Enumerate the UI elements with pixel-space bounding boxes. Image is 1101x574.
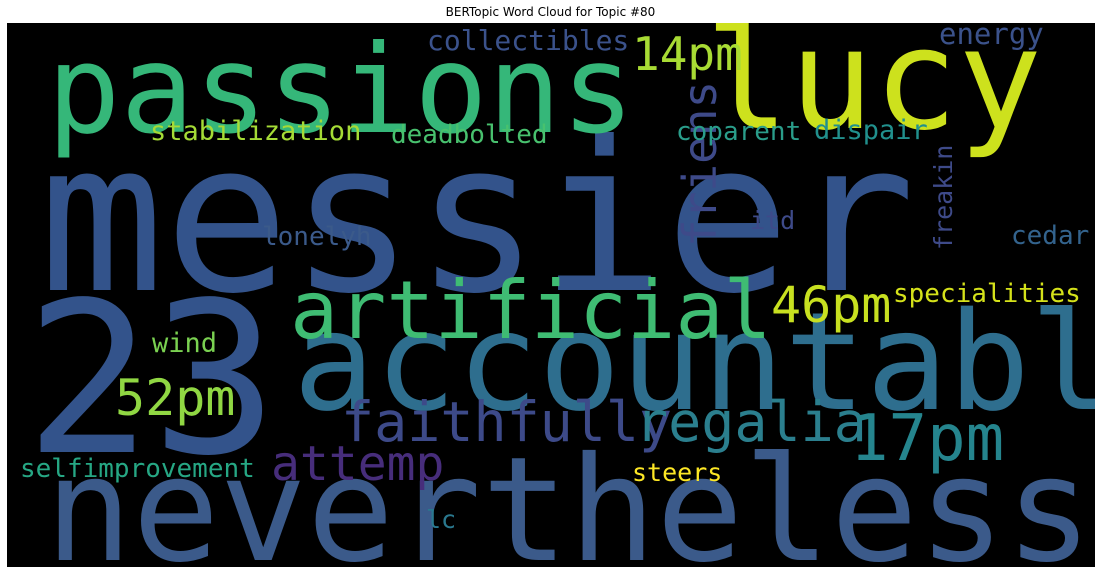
word-faithfully: faithfully (341, 390, 673, 454)
word-dispair: dispair (814, 115, 928, 146)
word-messier: messier (39, 98, 916, 340)
word-lc: lc (426, 505, 457, 534)
figure-title: BERTopic Word Cloud for Topic #80 (445, 5, 656, 19)
word-steers: steers (632, 458, 723, 487)
word-attemp: attemp (271, 436, 445, 492)
word-stabilization: stabilization (150, 116, 362, 147)
word-collectibles: collectibles (427, 24, 630, 57)
word-regalia: regalia (635, 390, 867, 454)
word-friens: friens (673, 80, 727, 247)
word-specialities: specialities (893, 279, 1081, 309)
word-52pm: 52pm (115, 369, 236, 427)
word-23: 23 (25, 257, 278, 502)
word-coparent: coparent (676, 117, 802, 147)
word-17pm: 17pm (850, 402, 1005, 476)
word-selfimprovement: selfimprovement (20, 454, 255, 484)
word-cloud: messier 23 nevertheless accountable pass… (7, 23, 1095, 567)
word-nevertheless: nevertheless (45, 426, 1093, 567)
word-lonelyh: lonelyh (262, 222, 372, 252)
word-passions: passions (47, 23, 635, 161)
word-artificial: artificial (290, 264, 772, 357)
word-wind: wind (152, 328, 218, 359)
word-itd: itd (750, 206, 796, 235)
word-lucy: lucy (705, 23, 1043, 162)
word-energy: energy (939, 23, 1044, 51)
word-freakin: freakin (929, 144, 958, 250)
word-cedar: cedar (1011, 221, 1090, 251)
word-accountable: accountable (293, 284, 1095, 442)
word-46pm: 46pm (771, 276, 892, 334)
word-14pm: 14pm (632, 27, 743, 81)
word-deadbolted: deadbolted (391, 120, 548, 150)
